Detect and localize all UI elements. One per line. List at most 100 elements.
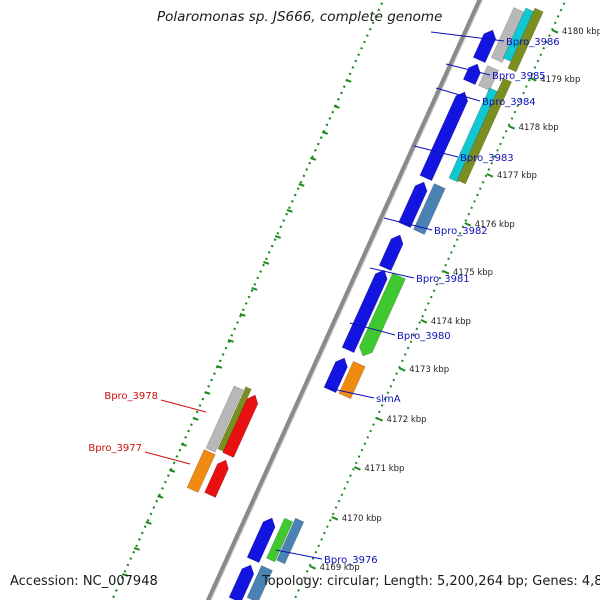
gc-dash [216,365,223,369]
backbone-highlight [210,0,484,600]
tick-label: 4175 kbp [453,268,493,278]
cds-forward-feature [462,63,481,86]
accession-label: Accession: NC_007948 [10,574,158,589]
gc-dash [192,417,199,421]
gc-dash [333,105,340,109]
tick-mark [486,173,494,178]
gc-dash [145,521,152,525]
gene-label-forward[interactable]: Bpro_3986 [506,37,560,48]
tick-label: 4177 kbp [497,171,537,181]
scale-dotted-line [293,0,567,600]
gene-label-forward[interactable]: Bpro_3976 [324,555,378,566]
cds-forward-feature [359,272,406,357]
cds-reverse-feature [204,459,229,498]
gene-label-reverse[interactable]: Bpro_3977 [88,443,142,454]
gc-dash [227,339,234,343]
tick-mark [529,77,537,82]
gc-dash [180,443,187,447]
gene-label-forward[interactable]: Bpro_3982 [434,226,488,237]
gc-dash [274,235,281,239]
cds-forward-feature [341,269,388,354]
tick-mark [442,270,450,275]
misc-feature [448,87,500,183]
backbone-line [205,0,483,600]
tick-mark [353,466,361,471]
misc-feature [217,386,252,452]
gc-dash [133,547,140,551]
cds-forward-feature [338,360,366,400]
gene-label-forward[interactable]: slmA [376,394,401,405]
tick-label: 4179 kbp [540,75,580,85]
gc-dash [239,313,246,317]
gene-label-leader [445,63,491,76]
gene-label-forward[interactable]: Bpro_3980 [397,331,451,342]
tick-label: 4171 kbp [364,464,404,474]
misc-feature [413,183,446,235]
gene-label-leader [413,145,459,158]
tick-mark [309,565,317,570]
gene-label-leader [349,322,396,336]
gene-label-leader [435,87,481,102]
gene-label-forward[interactable]: Bpro_3983 [460,153,514,164]
misc-feature [456,77,512,185]
tick-label: 4176 kbp [475,220,515,230]
tick-label: 4180 kbp [562,27,600,37]
gc-content-track [110,0,385,600]
tick-mark [420,319,428,324]
misc-feature [276,517,305,565]
gene-label-leader [383,217,433,231]
cds-forward-feature [323,357,348,394]
gc-dash [251,287,258,291]
tick-mark [376,417,383,422]
cds-forward-feature [228,564,255,600]
gc-dash [345,79,352,83]
tick-label: 4169 kbp [320,563,360,573]
gc-dash [169,469,176,473]
cds-forward-feature [378,234,404,272]
cds-forward-feature [246,517,276,564]
tick-label: 4174 kbp [431,317,471,327]
tick-label: 4178 kbp [519,123,559,133]
gc-dash [286,209,293,213]
tick-label: 4170 kbp [342,514,382,524]
tick-mark [331,516,339,521]
backbone-track [205,0,484,600]
misc-feature [246,565,273,600]
gc-dash [204,391,211,395]
gene-label-forward[interactable]: Bpro_3981 [416,274,470,285]
tick-mark [398,367,406,372]
tick-mark [551,29,559,34]
gene-label-leader [369,267,415,279]
gene-label-forward[interactable]: Bpro_3985 [492,71,546,82]
feature-tracks [186,7,544,600]
gene-label-leader [160,399,207,413]
gc-dash [157,495,164,499]
tick-mark [464,222,472,227]
gene-label-leader [430,31,505,42]
misc-feature [507,7,544,73]
cds-forward-feature [398,181,428,229]
gc-dash [122,573,129,577]
cds-forward-feature [472,29,497,64]
gc-dotted-line [110,0,385,600]
gene-label-forward[interactable]: Bpro_3984 [482,97,536,108]
misc-feature [205,385,244,453]
gene-label-leader [327,387,375,399]
scale-ticks: 4180 kbp 4179 kbp 4178 kbp 4177 kbp 4176 kbp… [293,0,600,600]
misc-feature [266,517,294,563]
tick-label: 4172 kbp [387,415,427,425]
gc-dash [298,183,305,187]
gene-labels: Bpro_3986 Bpro_3985 Bpro_3984 Bpro_3983 Bpro… [88,31,560,566]
gc-dash [263,261,270,265]
tick-mark [508,125,515,130]
gc-dash [321,131,329,135]
gc-dash [310,157,317,161]
tick-label: 4173 kbp [409,365,449,375]
map-title: Polaromonas sp. JS666, complete genome [157,9,443,25]
gene-label-leader [275,549,323,560]
cds-reverse-feature [186,449,216,493]
gene-label-reverse[interactable]: Bpro_3978 [104,391,158,402]
gene-label-leader [144,451,191,465]
